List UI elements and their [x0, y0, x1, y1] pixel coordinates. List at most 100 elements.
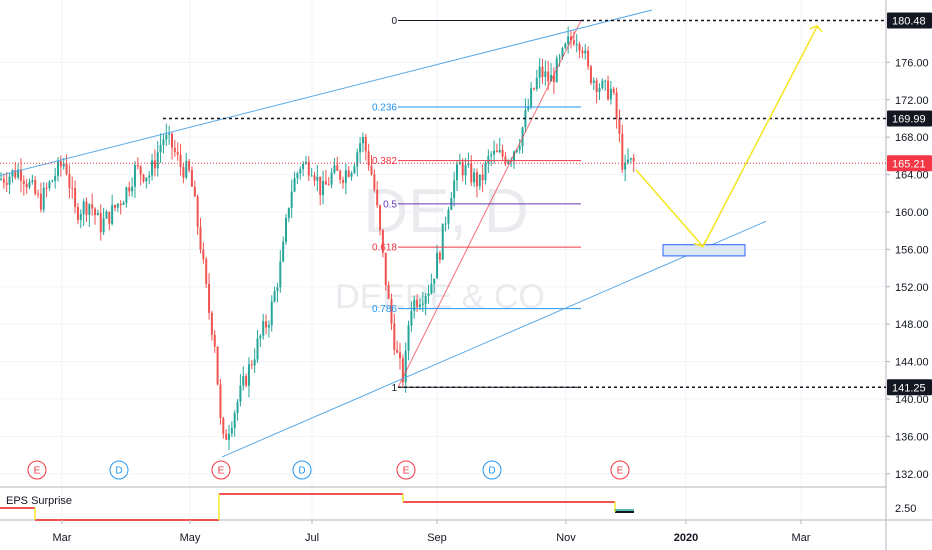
target-zone-box[interactable] — [662, 244, 746, 257]
candle-body — [430, 283, 433, 294]
candle-body — [544, 71, 547, 78]
candle-body — [370, 165, 373, 175]
earnings-marker[interactable]: E — [27, 460, 47, 480]
candle-body — [208, 283, 211, 313]
time-tick-label: Nov — [556, 532, 576, 544]
price-axis[interactable]: 132.00 136.00 140.00 144.00 148.00 152.00 156.… — [886, 12, 932, 481]
time-tick-label: May — [180, 532, 201, 544]
upper-channel-line[interactable] — [0, 9, 653, 176]
eps-axis-tick: 2.50 — [895, 503, 916, 515]
watermark: DE, D DEERE & CO — [335, 177, 545, 316]
candle-body — [273, 291, 276, 302]
price-tick-label: 144.00 — [895, 357, 929, 369]
candle-body — [282, 241, 285, 262]
candle-body — [171, 133, 173, 148]
candle-body — [393, 323, 396, 350]
candle-body — [470, 163, 473, 183]
candle-body — [327, 184, 330, 186]
candle-body — [11, 170, 14, 177]
candle-body — [587, 50, 590, 67]
candle-body — [584, 50, 587, 54]
fib-level-label: 0.618 — [372, 243, 397, 254]
candle-body — [74, 188, 77, 207]
marker-label: D — [115, 466, 122, 477]
candle-body — [173, 147, 176, 153]
candle-body — [153, 160, 156, 169]
earnings-marker[interactable]: E — [396, 460, 416, 480]
candle-body — [270, 301, 273, 326]
fib-level-label: 0.236 — [372, 103, 397, 114]
marker-circle — [482, 460, 502, 480]
candle-body — [139, 166, 142, 175]
candle-body — [535, 77, 538, 90]
candle-body — [350, 172, 353, 177]
candle-body — [253, 359, 256, 366]
candle-body — [441, 223, 444, 260]
candle-body — [604, 80, 607, 82]
candle-body — [384, 252, 387, 286]
candle-body — [250, 364, 253, 366]
candle-body — [410, 310, 413, 326]
candle-body — [601, 80, 604, 89]
fib-level-label: 0.382 — [372, 156, 397, 167]
candle-body — [612, 88, 615, 93]
company-watermark: DEERE & CO — [335, 278, 545, 316]
fib-level-label: 0.5 — [383, 199, 397, 210]
projection-mid-arrowhead — [693, 239, 707, 248]
candle-body — [572, 40, 575, 45]
candle-body — [609, 88, 612, 100]
drawings[interactable] — [0, 9, 886, 458]
fibonacci-retracement[interactable]: 0 0.236 0.382 0.5 0.618 0.786 1 — [372, 16, 582, 394]
candle-body — [513, 151, 515, 161]
dividend-marker[interactable]: D — [292, 460, 312, 480]
candle-body — [507, 161, 510, 164]
candle-body — [302, 163, 305, 170]
candle-body — [396, 349, 399, 353]
candle-body — [473, 172, 476, 183]
candle-body — [330, 172, 333, 185]
candle-body — [136, 165, 139, 167]
projection-arrowhead — [809, 24, 823, 33]
candle-body — [438, 252, 441, 260]
candle-body — [399, 352, 401, 359]
candle-body — [416, 299, 419, 308]
candle-body — [25, 183, 28, 188]
candle-body — [62, 163, 65, 167]
candle-body — [493, 150, 496, 155]
price-tick-label: 176.00 — [895, 57, 929, 69]
earnings-marker[interactable]: E — [610, 460, 630, 480]
candle-body — [418, 304, 421, 308]
candle-body — [128, 187, 131, 192]
time-axis[interactable]: Mar May Jul Sep Nov 2020 Mar — [53, 520, 811, 544]
dividend-marker[interactable]: D — [482, 460, 502, 480]
marker-circle — [292, 460, 312, 480]
candle-body — [156, 152, 159, 169]
candle-body — [373, 174, 376, 190]
candle-body — [199, 226, 202, 250]
price-tick-label: 156.00 — [895, 244, 929, 256]
candle-body — [607, 80, 610, 100]
candle-body — [453, 180, 456, 199]
dividend-marker[interactable]: D — [109, 460, 129, 480]
candle-body — [34, 180, 37, 194]
lower-channel-line[interactable] — [221, 220, 767, 458]
earnings-marker[interactable]: E — [211, 460, 231, 480]
candle-body — [299, 169, 302, 174]
candle-body — [185, 160, 188, 178]
candle-body — [487, 156, 490, 164]
candle-body — [333, 165, 336, 173]
candle-body — [105, 211, 108, 219]
candle-body — [39, 193, 42, 210]
candle-body — [210, 312, 213, 335]
candle-body — [316, 176, 319, 181]
candle-body — [48, 181, 51, 189]
candle-body — [179, 154, 182, 167]
candle-body — [567, 36, 570, 44]
candle-body — [313, 175, 316, 181]
time-tick-label: 2020 — [674, 532, 698, 544]
candle-body — [322, 181, 325, 196]
